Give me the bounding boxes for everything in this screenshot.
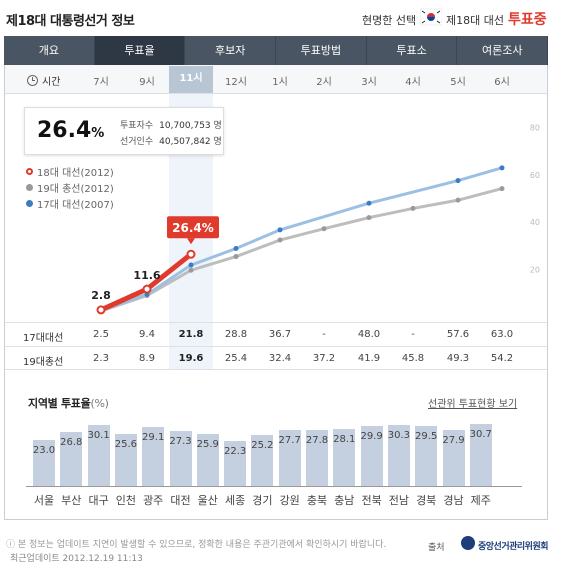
region-name: 경북 xyxy=(416,494,437,507)
region-bar xyxy=(469,423,492,486)
turnout-summary: 26.4% 투표자수 10,700,753 명 선거인수 40,507,842 명 xyxy=(24,107,224,155)
region-value: 25.6 xyxy=(114,439,138,451)
hour-tick[interactable]: 2시 xyxy=(316,77,332,88)
hour-tick[interactable]: 3시 xyxy=(361,77,377,88)
last-updated: 최근업데이트 2012.12.19 11:13 xyxy=(10,554,143,564)
turnout-rate: 26.4% xyxy=(37,118,105,143)
region-value: 25.2 xyxy=(251,440,274,452)
region-bar xyxy=(60,431,83,486)
blue-dot-icon xyxy=(26,199,33,207)
region-value: 30.7 xyxy=(469,428,492,440)
legend-item: 18대 대선(2012) xyxy=(26,163,114,179)
region-value: 27.8 xyxy=(305,434,329,446)
time-label: 시간 xyxy=(27,73,60,88)
region-value: 23.0 xyxy=(32,444,56,456)
region-bar xyxy=(224,440,247,486)
region-bar xyxy=(87,425,110,486)
region-value: 30.1 xyxy=(87,430,110,442)
region-bar xyxy=(142,427,165,486)
hour-tick[interactable]: 6시 xyxy=(494,77,510,88)
region-name: 경남 xyxy=(443,494,464,507)
region-name: 강원 xyxy=(279,494,300,507)
clock-icon xyxy=(27,75,38,86)
tab-polls[interactable]: 여론조사 xyxy=(457,36,549,65)
region-value: 27.3 xyxy=(169,435,192,447)
nec-status-link[interactable]: 선관위 투표현황 보기 xyxy=(428,399,518,410)
legend-item: 19대 총선(2012) xyxy=(26,179,114,195)
region-value: 25.9 xyxy=(196,438,219,450)
region-name: 경기 xyxy=(252,494,273,507)
region-name: 광주 xyxy=(143,494,164,507)
region-value: 30.3 xyxy=(387,429,411,441)
region-value: 29.1 xyxy=(142,432,165,444)
region-bar xyxy=(169,430,192,486)
region-value: 29.5 xyxy=(415,431,438,443)
time-bar: 시간 7시 9시 11시 12시 1시 2시 3시 4시 5시 6시 xyxy=(5,65,547,94)
chart-legend: 18대 대선(2012) 19대 총선(2012) 17대 대선(2007) xyxy=(26,163,114,211)
source-label: 출처 xyxy=(428,543,445,553)
region-bar xyxy=(333,429,356,486)
bar-baseline xyxy=(26,486,522,487)
table-row: 17대대선 2.5 9.4 21.8 28.8 36.7 - 48.0 - 57… xyxy=(5,322,547,346)
source-org: 중앙선거관리위원회 xyxy=(478,542,549,552)
region-value: 27.7 xyxy=(278,435,301,447)
gray-dot-icon xyxy=(26,183,33,191)
tab-candidates[interactable]: 후보자 xyxy=(185,36,277,65)
table-row: 19대총선 2.3 8.9 19.6 25.4 32.4 37.2 41.9 4… xyxy=(5,346,547,370)
page-header: 제18대 대통령선거 정보 현명한 선택 제18대 대선 투표중 xyxy=(0,0,580,34)
region-bar xyxy=(415,426,438,486)
hour-tick[interactable]: 7시 xyxy=(93,77,109,88)
status-badge: 투표중 xyxy=(508,12,547,28)
hour-tick[interactable]: 9시 xyxy=(139,77,155,88)
main-nav: 개요 투표율 후보자 투표방법 투표소 여론조사 xyxy=(4,36,549,65)
region-bar xyxy=(360,425,383,486)
region-name: 대전 xyxy=(170,494,191,507)
region-name: 인천 xyxy=(115,494,137,507)
region-name: 전북 xyxy=(361,494,382,507)
region-value: 29.9 xyxy=(360,430,383,442)
region-value: 26.8 xyxy=(60,436,83,448)
page-title: 제18대 대통령선거 정보 xyxy=(6,14,135,29)
region-name: 충남 xyxy=(334,494,355,507)
hour-tick[interactable]: 5시 xyxy=(450,77,466,88)
region-bar xyxy=(278,430,301,486)
region-name: 서울 xyxy=(33,494,55,507)
tab-polling-station[interactable]: 투표소 xyxy=(367,36,458,65)
region-name: 대구 xyxy=(88,494,109,507)
region-name: 울산 xyxy=(197,494,218,507)
electors-row: 선거인수 40,507,842 명 xyxy=(120,137,222,147)
region-bar xyxy=(306,429,328,486)
region-bar xyxy=(387,424,410,486)
footer-note: ⓘ 본 정보는 업데이트 지연이 발생할 수 있으므로, 정확한 내용은 주관기… xyxy=(6,540,387,550)
region-bar xyxy=(196,433,219,486)
nec-logo-icon xyxy=(461,536,475,550)
region-name: 세종 xyxy=(224,494,246,507)
region-value: 28.1 xyxy=(333,434,356,446)
red-ring-icon xyxy=(26,167,33,175)
region-value: 27.9 xyxy=(442,434,465,446)
hour-tick[interactable]: 1시 xyxy=(272,77,288,88)
hour-tick[interactable]: 12시 xyxy=(225,77,247,88)
hour-tick[interactable]: 4시 xyxy=(405,77,421,88)
region-name: 제주 xyxy=(470,494,491,507)
election-name: 제18대 대선 xyxy=(446,14,504,27)
region-bar xyxy=(114,434,137,486)
region-bar xyxy=(251,435,274,486)
region-name: 충북 xyxy=(306,494,328,507)
region-name: 전남 xyxy=(388,494,410,507)
voters-row: 투표자수 10,700,753 명 xyxy=(120,121,222,131)
slogan-text: 현명한 선택 xyxy=(362,14,417,27)
korea-flag-icon xyxy=(420,8,442,26)
tab-voting-method[interactable]: 투표방법 xyxy=(276,36,367,65)
tab-overview[interactable]: 개요 xyxy=(4,36,95,65)
regional-title: 지역별 투표율(%) xyxy=(28,397,109,410)
tab-turnout[interactable]: 투표율 xyxy=(94,36,186,65)
region-name: 부산 xyxy=(61,494,82,507)
region-bar xyxy=(33,439,55,486)
region-bar xyxy=(442,429,465,486)
region-value: 22.3 xyxy=(223,445,247,457)
hour-tick-current[interactable]: 11시 xyxy=(169,66,213,93)
legend-item: 17대 대선(2007) xyxy=(26,195,114,211)
